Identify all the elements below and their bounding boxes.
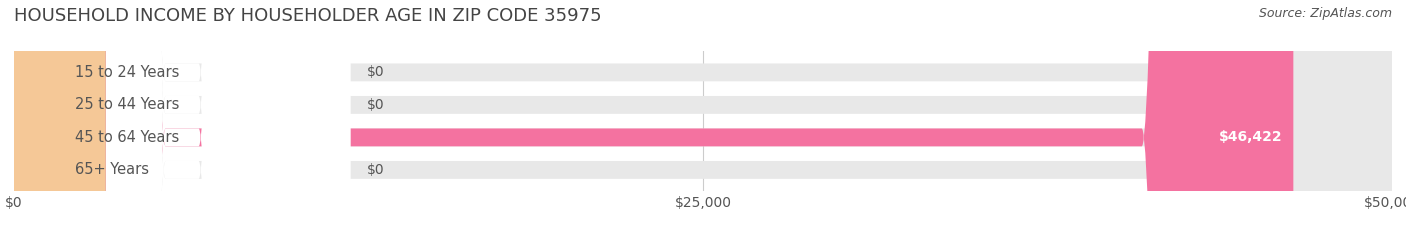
Circle shape	[0, 0, 105, 233]
Text: 15 to 24 Years: 15 to 24 Years	[75, 65, 179, 80]
FancyBboxPatch shape	[14, 0, 350, 233]
Circle shape	[0, 0, 105, 233]
Circle shape	[0, 0, 105, 233]
Text: HOUSEHOLD INCOME BY HOUSEHOLDER AGE IN ZIP CODE 35975: HOUSEHOLD INCOME BY HOUSEHOLDER AGE IN Z…	[14, 7, 602, 25]
FancyBboxPatch shape	[14, 0, 350, 233]
Circle shape	[0, 0, 105, 233]
FancyBboxPatch shape	[14, 0, 1392, 233]
FancyBboxPatch shape	[14, 0, 1294, 233]
Text: $0: $0	[367, 98, 384, 112]
Text: $46,422: $46,422	[1219, 130, 1282, 144]
FancyBboxPatch shape	[14, 0, 1392, 233]
Text: $0: $0	[367, 65, 384, 79]
FancyBboxPatch shape	[14, 0, 1392, 233]
Text: 25 to 44 Years: 25 to 44 Years	[75, 97, 179, 112]
Text: 45 to 64 Years: 45 to 64 Years	[75, 130, 179, 145]
FancyBboxPatch shape	[14, 0, 350, 233]
Text: $0: $0	[367, 163, 384, 177]
FancyBboxPatch shape	[14, 0, 350, 233]
Text: Source: ZipAtlas.com: Source: ZipAtlas.com	[1258, 7, 1392, 20]
Text: 65+ Years: 65+ Years	[75, 162, 149, 177]
FancyBboxPatch shape	[14, 0, 1392, 233]
